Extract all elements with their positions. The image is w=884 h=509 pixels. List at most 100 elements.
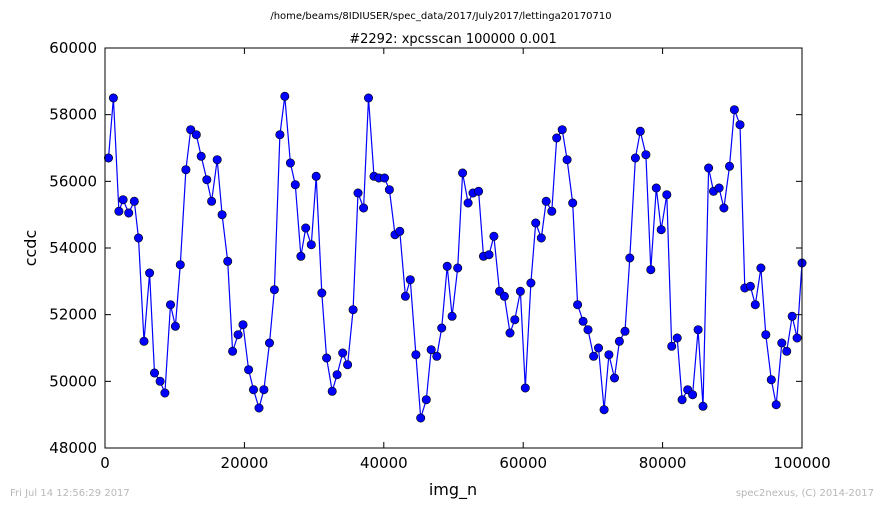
data-point bbox=[238, 320, 248, 330]
data-point bbox=[249, 385, 259, 395]
data-point bbox=[269, 285, 279, 295]
data-point bbox=[698, 401, 708, 411]
data-point bbox=[395, 226, 405, 236]
footer-credit: spec2nexus, (C) 2014-2017 bbox=[735, 488, 874, 499]
data-point bbox=[453, 263, 463, 273]
data-point bbox=[604, 350, 614, 360]
data-point bbox=[756, 263, 766, 273]
x-tick-label: 80000 bbox=[639, 454, 687, 472]
data-point bbox=[766, 375, 776, 385]
data-point bbox=[280, 91, 290, 101]
data-point bbox=[693, 325, 703, 335]
data-point bbox=[787, 311, 797, 321]
data-point bbox=[175, 260, 185, 270]
series-line bbox=[107, 96, 803, 419]
data-point bbox=[515, 286, 525, 296]
data-point bbox=[552, 133, 562, 143]
data-point bbox=[792, 333, 802, 343]
data-point bbox=[562, 155, 572, 165]
data-point bbox=[646, 265, 656, 275]
data-point bbox=[609, 373, 619, 383]
data-point bbox=[531, 218, 541, 228]
x-tick-label: 60000 bbox=[499, 454, 547, 472]
data-point bbox=[244, 365, 254, 375]
data-point bbox=[186, 125, 196, 135]
data-point bbox=[426, 345, 436, 355]
data-point bbox=[170, 321, 180, 331]
data-point bbox=[761, 330, 771, 340]
data-point bbox=[108, 93, 118, 103]
data-point bbox=[296, 251, 306, 261]
y-tick-label: 50000 bbox=[49, 372, 97, 390]
data-point bbox=[745, 281, 755, 291]
data-point bbox=[145, 268, 155, 278]
x-tick-label: 100000 bbox=[773, 454, 830, 472]
data-point bbox=[520, 383, 530, 393]
file-path-title: /home/beams/8IDIUSER/spec_data/2017/July… bbox=[270, 11, 611, 22]
data-point bbox=[672, 333, 682, 343]
data-point bbox=[499, 291, 509, 301]
data-point bbox=[536, 233, 546, 243]
data-point bbox=[662, 190, 672, 200]
data-point bbox=[750, 300, 760, 310]
data-point bbox=[223, 256, 233, 266]
data-point bbox=[254, 403, 264, 413]
data-point bbox=[150, 368, 160, 378]
data-point bbox=[505, 328, 515, 338]
data-point bbox=[301, 223, 311, 233]
data-point bbox=[134, 233, 144, 243]
data-point bbox=[458, 168, 468, 178]
y-axis-label: ccdc bbox=[21, 230, 40, 267]
data-point bbox=[484, 250, 494, 260]
data-point bbox=[275, 130, 285, 140]
y-tick-label: 48000 bbox=[49, 439, 97, 457]
x-tick-label: 0 bbox=[100, 454, 110, 472]
data-point bbox=[129, 196, 139, 206]
data-point bbox=[557, 125, 567, 135]
data-point bbox=[704, 163, 714, 173]
data-point bbox=[285, 158, 295, 168]
data-point bbox=[155, 376, 165, 386]
data-point bbox=[217, 210, 227, 220]
data-point bbox=[306, 240, 316, 250]
data-point bbox=[630, 153, 640, 163]
y-tick-label: 60000 bbox=[49, 39, 97, 57]
data-point bbox=[207, 196, 217, 206]
data-point bbox=[322, 353, 332, 363]
data-point bbox=[124, 208, 134, 218]
data-point bbox=[202, 175, 212, 185]
data-point bbox=[489, 231, 499, 241]
ticks-layer: 0 20000 40000 60000 80000 100000 48000 50000 520… bbox=[49, 39, 830, 472]
series-layer bbox=[104, 91, 807, 423]
x-tick-label: 40000 bbox=[360, 454, 408, 472]
data-point bbox=[405, 275, 415, 285]
x-axis-label: img_n bbox=[429, 480, 477, 500]
y-tick-label: 54000 bbox=[49, 239, 97, 257]
data-point bbox=[327, 386, 337, 396]
data-point bbox=[447, 311, 457, 321]
data-point bbox=[212, 155, 222, 165]
data-point bbox=[442, 261, 452, 271]
data-point bbox=[259, 385, 269, 395]
data-point bbox=[620, 326, 630, 336]
data-point bbox=[348, 305, 358, 315]
data-point bbox=[641, 150, 651, 160]
data-point bbox=[343, 360, 353, 370]
data-point bbox=[196, 151, 206, 161]
data-point bbox=[474, 186, 484, 196]
data-point bbox=[317, 288, 327, 298]
data-point bbox=[771, 400, 781, 410]
data-point bbox=[463, 198, 473, 208]
data-point bbox=[656, 225, 666, 235]
data-point bbox=[635, 126, 645, 136]
data-point bbox=[228, 346, 238, 356]
data-point bbox=[614, 336, 624, 346]
data-point bbox=[526, 278, 536, 288]
data-point bbox=[777, 338, 787, 348]
data-point bbox=[114, 206, 124, 216]
data-point bbox=[541, 196, 551, 206]
data-point bbox=[651, 183, 661, 193]
data-point bbox=[578, 316, 588, 326]
data-point bbox=[338, 348, 348, 358]
y-tick-label: 58000 bbox=[49, 106, 97, 124]
